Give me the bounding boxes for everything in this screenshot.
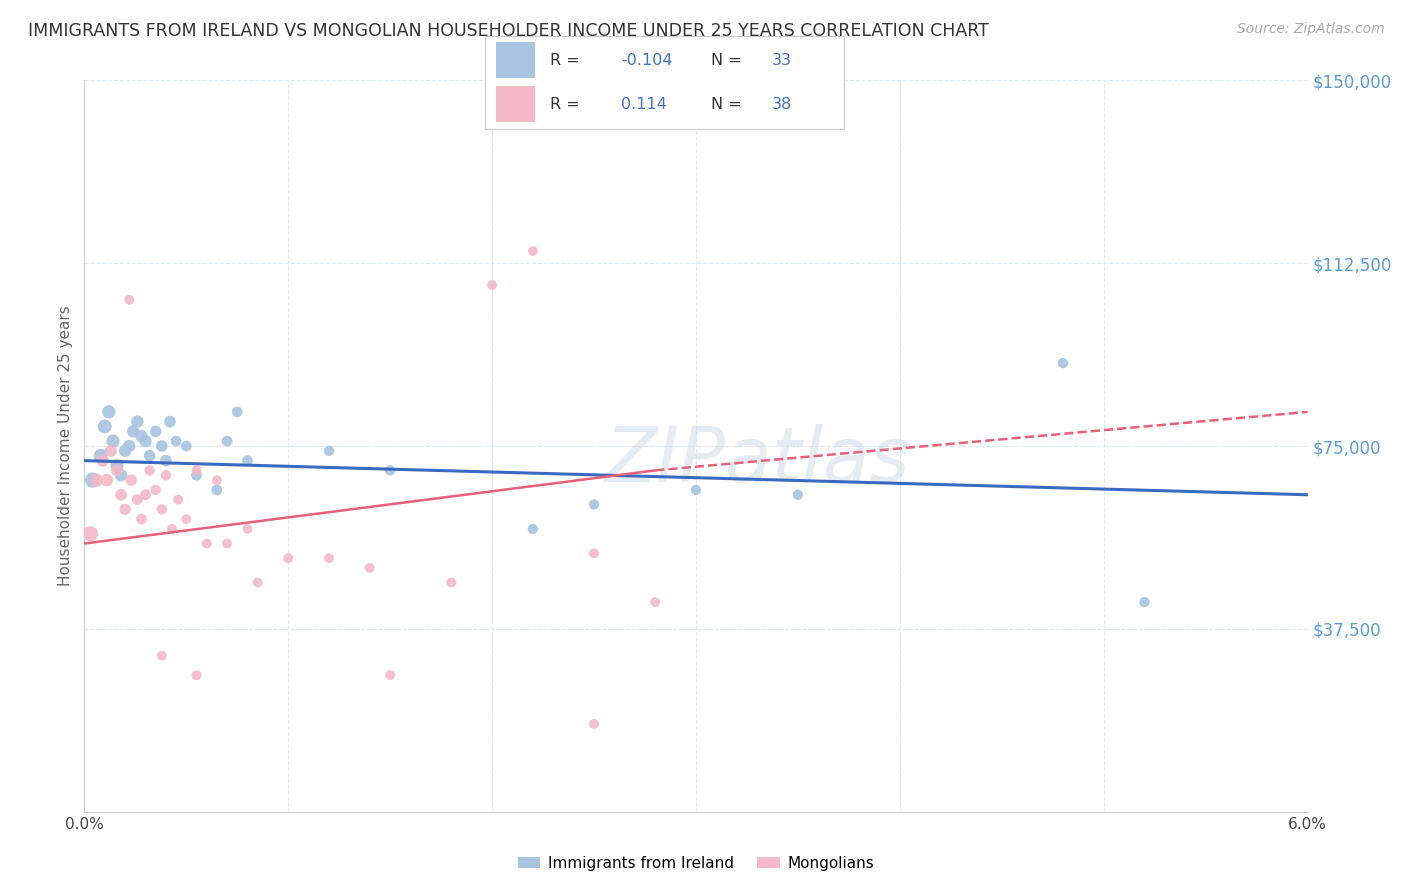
Text: -0.104: -0.104 <box>621 54 673 69</box>
Point <box>79 526 101 541</box>
Point <box>236 522 259 536</box>
Point <box>318 443 340 458</box>
Point <box>150 648 173 663</box>
Point <box>186 468 208 483</box>
Point <box>118 293 141 307</box>
Legend: Immigrants from Ireland, Mongolians: Immigrants from Ireland, Mongolians <box>512 850 880 877</box>
Point <box>380 463 402 477</box>
Point <box>644 595 666 609</box>
Point <box>583 498 606 512</box>
Point <box>481 278 503 293</box>
Point <box>205 483 228 497</box>
Point <box>186 668 208 682</box>
Text: N =: N = <box>711 96 742 112</box>
Point <box>101 434 124 449</box>
Point <box>236 453 259 467</box>
Point <box>114 502 136 516</box>
Point <box>105 458 128 473</box>
Y-axis label: Householder Income Under 25 years: Householder Income Under 25 years <box>58 306 73 586</box>
Point <box>150 502 173 516</box>
Point <box>155 453 177 467</box>
Point <box>522 522 544 536</box>
Point <box>131 512 153 526</box>
Point <box>583 546 606 560</box>
Point <box>138 449 160 463</box>
Point <box>583 717 606 731</box>
Text: 0.114: 0.114 <box>621 96 668 112</box>
Point <box>145 425 167 439</box>
Point <box>1133 595 1156 609</box>
Point <box>135 434 157 449</box>
Point <box>186 463 208 477</box>
Point <box>246 575 269 590</box>
Point <box>155 468 177 483</box>
Point <box>787 488 810 502</box>
Point <box>114 443 136 458</box>
FancyBboxPatch shape <box>496 87 536 122</box>
Point <box>174 439 197 453</box>
Text: R =: R = <box>550 54 579 69</box>
Point <box>318 551 340 566</box>
Point <box>145 483 167 497</box>
Point <box>93 419 115 434</box>
Text: Source: ZipAtlas.com: Source: ZipAtlas.com <box>1237 22 1385 37</box>
Point <box>440 575 463 590</box>
Text: R =: R = <box>550 96 579 112</box>
Point <box>165 434 187 449</box>
Point <box>131 429 153 443</box>
Point <box>205 473 228 487</box>
Text: 38: 38 <box>772 96 792 112</box>
Point <box>160 522 183 536</box>
FancyBboxPatch shape <box>496 42 536 78</box>
Point <box>135 488 157 502</box>
Point <box>118 439 141 453</box>
Point <box>217 536 239 550</box>
Point <box>380 668 402 682</box>
Point <box>138 463 160 477</box>
Point <box>120 473 142 487</box>
Point <box>122 425 145 439</box>
Point <box>174 512 197 526</box>
Point <box>150 439 173 453</box>
Point <box>90 449 112 463</box>
Point <box>105 463 128 477</box>
Text: 33: 33 <box>772 54 792 69</box>
Point <box>522 244 544 258</box>
Point <box>86 473 108 487</box>
Point <box>96 473 118 487</box>
Point <box>110 488 132 502</box>
Point <box>91 453 114 467</box>
Text: ZIPatlas: ZIPatlas <box>605 424 910 498</box>
Point <box>159 415 181 429</box>
Point <box>127 492 149 507</box>
Point <box>1052 356 1074 370</box>
Point <box>110 468 132 483</box>
Text: IMMIGRANTS FROM IRELAND VS MONGOLIAN HOUSEHOLDER INCOME UNDER 25 YEARS CORRELATI: IMMIGRANTS FROM IRELAND VS MONGOLIAN HOU… <box>28 22 988 40</box>
Point <box>195 536 218 550</box>
Point <box>217 434 239 449</box>
Point <box>359 561 381 575</box>
Point <box>100 443 122 458</box>
Point <box>685 483 707 497</box>
Text: N =: N = <box>711 54 742 69</box>
Point <box>97 405 120 419</box>
Point <box>127 415 149 429</box>
Point <box>277 551 299 566</box>
Point <box>167 492 190 507</box>
Point <box>82 473 104 487</box>
Point <box>226 405 249 419</box>
